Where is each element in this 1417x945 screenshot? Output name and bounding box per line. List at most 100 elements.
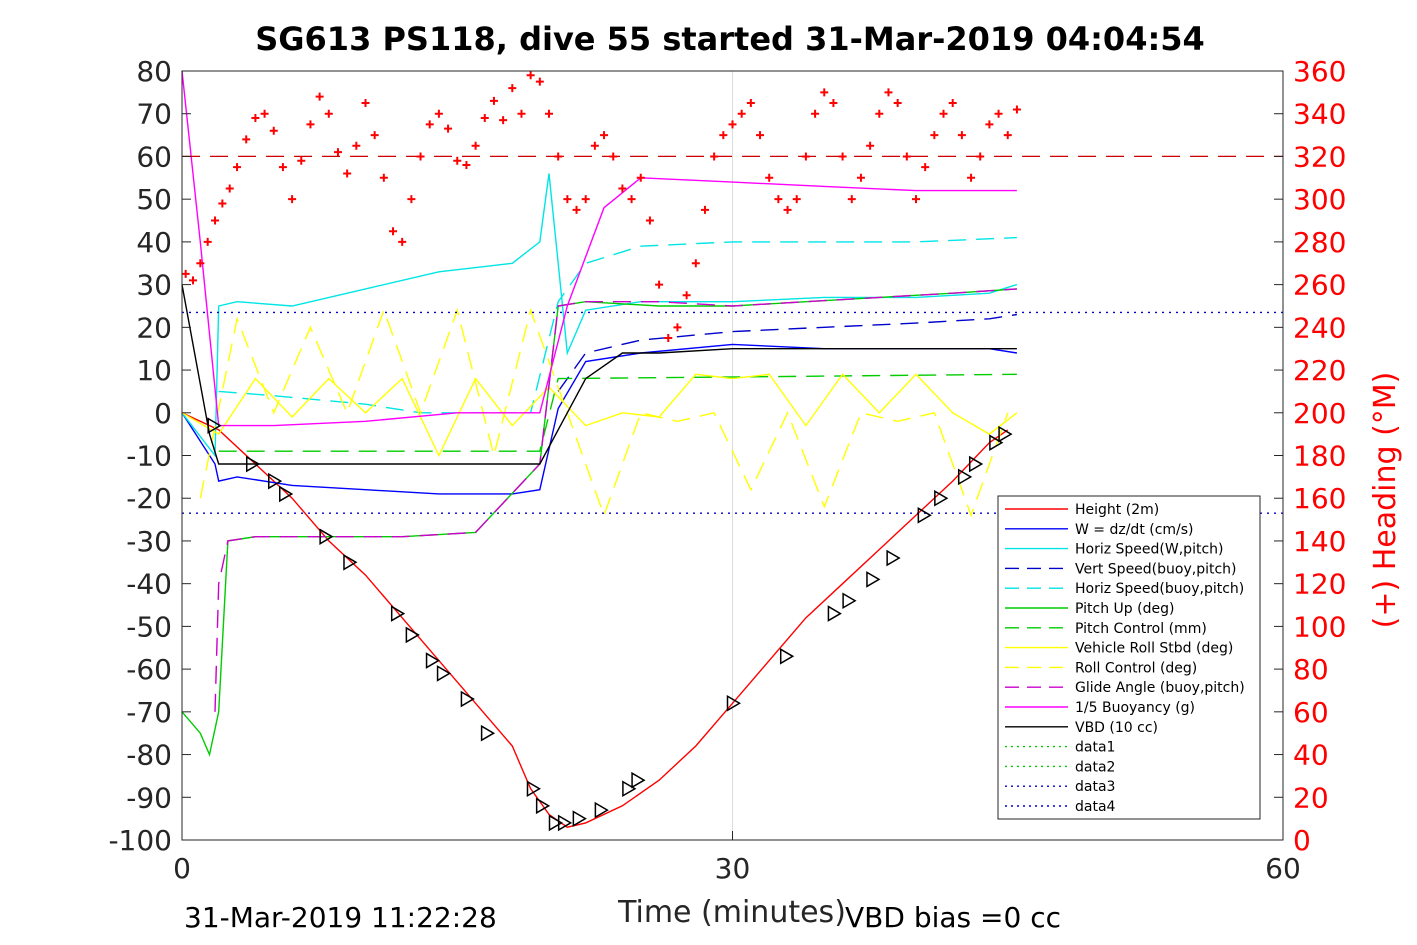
heading-point — [269, 126, 278, 135]
heading-point — [203, 237, 212, 246]
heading-point — [434, 109, 443, 118]
right-tick-label: 220 — [1293, 354, 1346, 387]
left-tick-label: 20 — [136, 311, 172, 344]
heading-point — [728, 120, 737, 129]
heading-point — [856, 173, 865, 182]
heading-point — [967, 173, 976, 182]
heading-point — [407, 195, 416, 204]
right-tick-label: 280 — [1293, 226, 1346, 259]
right-tick-label: 100 — [1293, 610, 1346, 643]
heading-point — [225, 184, 234, 193]
heading-point — [444, 124, 453, 133]
left-tick-label: 0 — [154, 397, 172, 430]
right-tick-label: 200 — [1293, 397, 1346, 430]
heading-point — [563, 195, 572, 204]
left-tick-label: -70 — [126, 696, 172, 729]
heading-point — [379, 173, 388, 182]
y-axis-right-label: (+) Heading (°M) — [1368, 372, 1403, 629]
heading-point — [719, 131, 728, 140]
heading-point — [526, 71, 535, 80]
bottom-axis-ticks: 0 30 60 — [173, 831, 1301, 885]
footer-vbd-bias: VBD bias =0 cc — [845, 901, 1061, 934]
depth-marker — [480, 724, 496, 742]
heading-point — [508, 84, 517, 93]
heading-point — [976, 152, 985, 161]
right-tick-label: 80 — [1293, 653, 1329, 686]
series-line-10 — [181, 70, 1017, 427]
heading-point — [196, 259, 205, 268]
legend-label: W = dz/dt (cm/s) — [1075, 522, 1194, 538]
heading-point — [645, 216, 654, 225]
right-tick-label: 20 — [1293, 781, 1329, 814]
heading-point — [370, 131, 379, 140]
depth-marker — [436, 665, 452, 682]
right-tick-label: 360 — [1293, 55, 1346, 88]
heading-point — [700, 205, 709, 214]
depth-marker — [631, 771, 646, 789]
heading-point — [554, 152, 563, 161]
heading-point — [343, 169, 352, 178]
legend-label: Height (2m) — [1075, 502, 1159, 518]
left-tick-label: -30 — [126, 525, 172, 558]
heading-point — [1003, 131, 1012, 140]
heading-point — [211, 216, 220, 225]
legend-label: Horiz Speed(buoy,pitch) — [1075, 581, 1244, 597]
depth-marker — [405, 626, 420, 644]
heading-point — [902, 152, 911, 161]
legend-label: Roll Control (deg) — [1075, 660, 1197, 676]
heading-point — [609, 152, 618, 161]
heading-point — [783, 205, 792, 214]
heading-point — [664, 334, 673, 343]
series-line-11 — [181, 284, 1017, 465]
depth-marker — [779, 647, 795, 665]
depth-marker — [866, 571, 881, 588]
heading-point — [480, 113, 489, 122]
right-tick-label: 0 — [1293, 824, 1311, 857]
depth-marker — [425, 652, 441, 669]
heading-point — [517, 109, 526, 118]
series-line-4 — [218, 236, 1017, 414]
heading-point — [416, 152, 425, 161]
left-tick-label: -90 — [126, 781, 172, 814]
right-axis-ticks: 3603403203002802602402202001801601401201… — [1274, 55, 1346, 857]
heading-point — [627, 195, 636, 204]
bottom-tick-label: 60 — [1265, 852, 1301, 885]
heading-point — [811, 109, 820, 118]
heading-point — [324, 109, 333, 118]
depth-marker — [886, 549, 901, 567]
heading-point — [600, 131, 609, 140]
footer-timestamp: 31-Mar-2019 11:22:28 — [184, 901, 497, 934]
heading-point — [655, 280, 664, 289]
legend-items: Height (2m) W = dz/dt (cm/s) Horiz Speed(W… — [1005, 502, 1245, 815]
heading-point — [746, 99, 755, 108]
heading-point — [838, 152, 847, 161]
heading-point — [233, 163, 242, 172]
right-tick-label: 240 — [1293, 311, 1346, 344]
left-tick-label: 10 — [136, 354, 172, 387]
heading-point — [994, 109, 1003, 118]
heading-point — [866, 141, 875, 150]
depth-marker — [842, 592, 857, 610]
left-tick-label: 70 — [136, 98, 172, 131]
heading-point — [315, 92, 324, 101]
heading-point — [847, 195, 856, 204]
heading-point — [985, 120, 994, 129]
heading-point — [572, 205, 581, 214]
heading-point — [590, 141, 599, 150]
series-line-8 — [199, 307, 1009, 518]
legend-label: Vehicle Roll Stbd (deg) — [1075, 641, 1233, 657]
heading-point — [306, 120, 315, 129]
heading-point — [820, 88, 829, 97]
series-line-9 — [214, 288, 1017, 712]
depth-marker — [279, 485, 294, 503]
heading-point — [499, 116, 508, 125]
left-tick-label: -20 — [126, 482, 172, 515]
depth-marker — [207, 417, 222, 434]
depth-marker — [827, 605, 842, 622]
depth-marker — [460, 690, 475, 708]
heading-point — [618, 184, 627, 193]
right-tick-label: 40 — [1293, 739, 1329, 772]
heading-point — [939, 109, 948, 118]
depth-marker — [917, 507, 932, 524]
